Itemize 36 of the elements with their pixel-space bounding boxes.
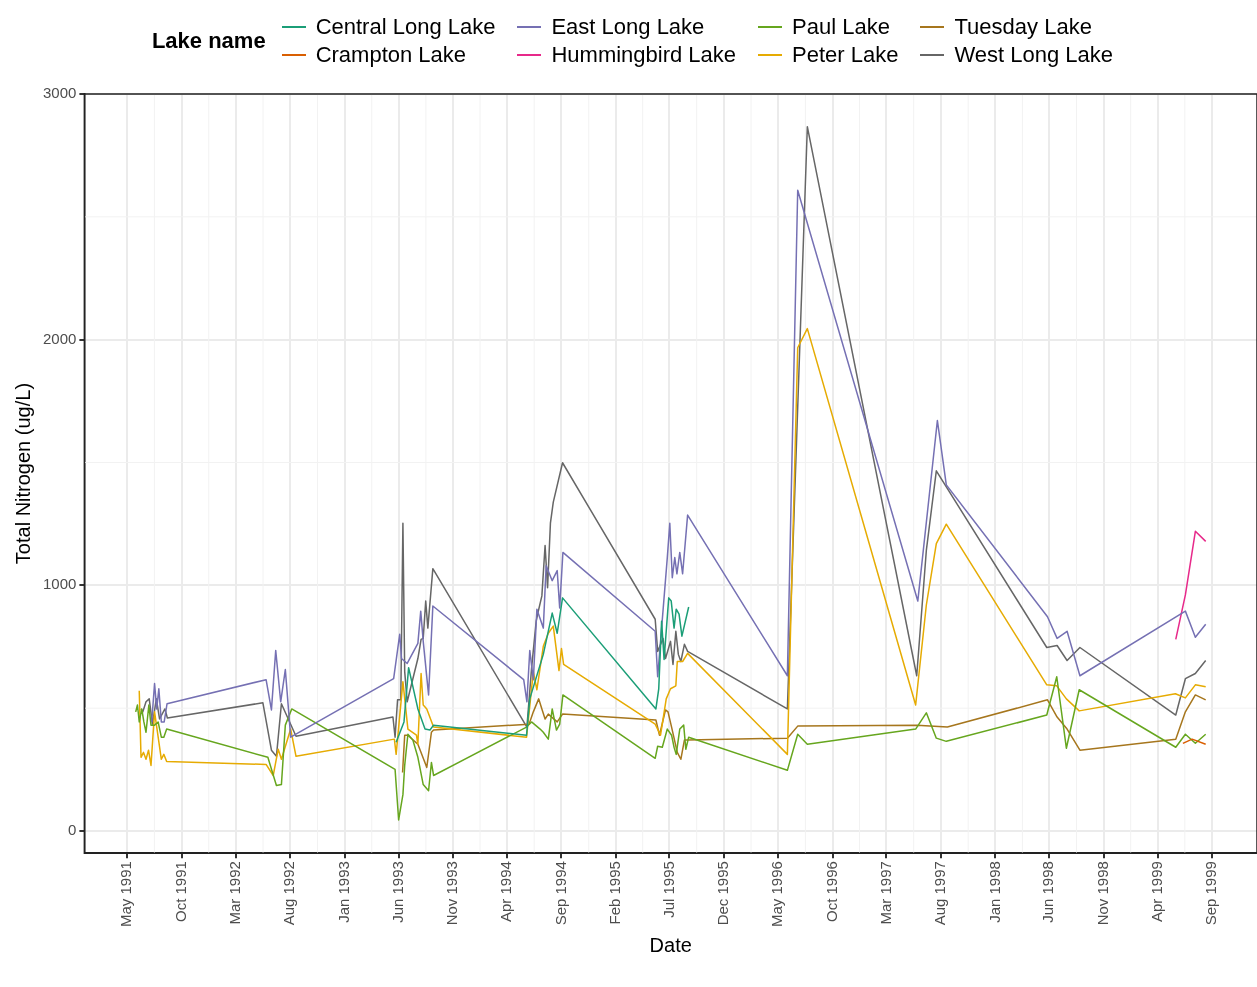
y-tick-label: 1000 — [42, 575, 77, 593]
x-tick-label: Sep 1994 — [551, 861, 569, 926]
x-tick-label: Jun 1993 — [388, 861, 406, 923]
legend-label: Paul Lake — [792, 14, 890, 40]
x-tick-label: Aug 1997 — [931, 861, 949, 926]
y-axis-title: Total Nitrogen (ug/L) — [11, 382, 34, 565]
x-tick-label: Jan 1993 — [334, 861, 352, 923]
x-tick-label: Feb 1995 — [606, 861, 624, 925]
legend-label: Peter Lake — [792, 42, 899, 68]
legend-label: Central Long Lake — [315, 14, 496, 40]
x-tick-label: Jul 1995 — [659, 861, 677, 918]
x-tick-label: Dec 1995 — [714, 861, 732, 926]
x-tick-label: Oct 1991 — [171, 861, 189, 922]
legend-label: East Long Lake — [551, 14, 705, 40]
legend-label: West Long Lake — [954, 42, 1114, 68]
y-tick-label: 0 — [68, 821, 77, 839]
x-tick-label: Nov 1998 — [1093, 861, 1111, 926]
x-tick-label: May 1996 — [768, 861, 786, 927]
legend-title: Lake name — [151, 28, 266, 54]
y-tick-label: 2000 — [42, 329, 77, 347]
x-tick-label: Nov 1993 — [443, 861, 461, 926]
x-tick-label: Apr 1999 — [1147, 861, 1165, 923]
x-tick-label: May 1991 — [117, 861, 135, 927]
x-tick-label: Sep 1999 — [1202, 861, 1220, 926]
x-tick-label: Mar 1992 — [225, 861, 243, 925]
legend-label: Tuesday Lake — [954, 14, 1092, 40]
x-tick-label: Aug 1992 — [280, 861, 298, 926]
x-tick-label: Jun 1998 — [1039, 861, 1057, 923]
legend-label: Crampton Lake — [315, 42, 467, 68]
x-tick-label: Apr 1994 — [497, 861, 515, 923]
legend-label: Hummingbird Lake — [551, 42, 737, 68]
x-tick-label: Oct 1996 — [822, 861, 840, 922]
y-tick-label: 3000 — [42, 84, 77, 102]
x-axis-title: Date — [649, 933, 692, 956]
x-tick-label: Mar 1997 — [876, 861, 894, 925]
x-tick-label: Jan 1998 — [985, 861, 1003, 923]
